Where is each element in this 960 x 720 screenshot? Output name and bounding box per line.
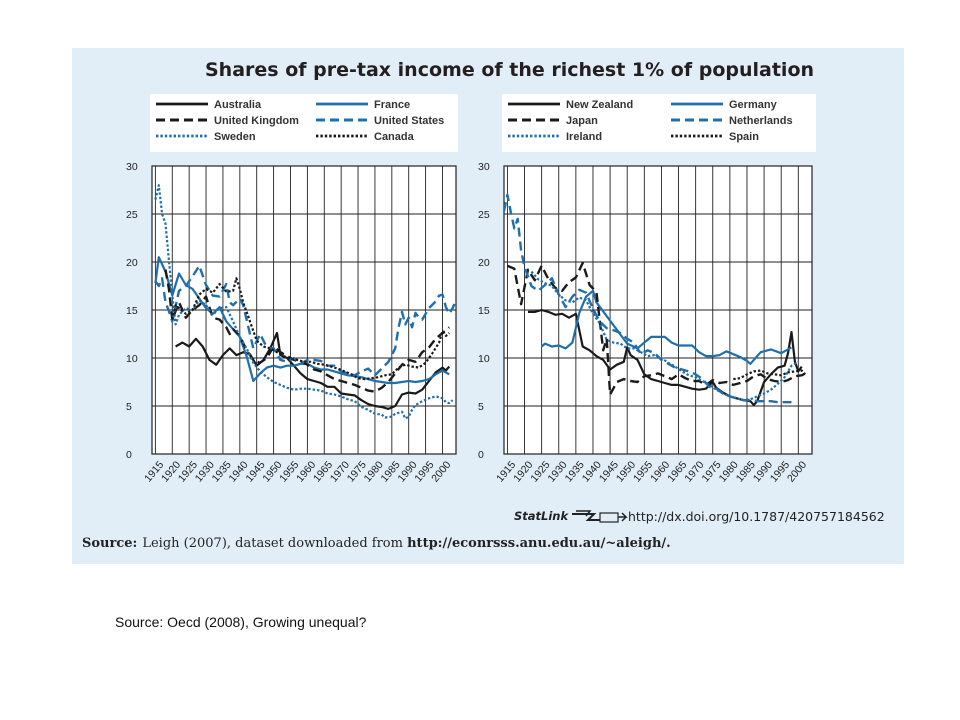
y-tick-label: 5 (126, 401, 132, 413)
statlink-url: http://dx.doi.org/10.1787/420757184562 (628, 509, 885, 524)
series-line-canada (171, 277, 450, 381)
series-line-australia (175, 331, 451, 410)
y-tick-label: 30 (478, 161, 490, 173)
series-line-netherlands (504, 193, 792, 404)
y-tick-label: 20 (478, 257, 490, 269)
statlink-logo (572, 510, 628, 523)
legend-right: New Zealand Germany Japan Netherlands Irelan… (502, 94, 816, 152)
legend-label-united-kingdom: United Kingdom (214, 115, 299, 127)
series-line-sweden (154, 184, 454, 420)
legend-label-new-zealand: New Zealand (566, 99, 633, 111)
y-tick-label: 0 (126, 449, 132, 461)
y-tick-label: 25 (478, 209, 490, 221)
x-tick-label: 2000 (429, 459, 453, 485)
source-label: Source: (82, 536, 137, 551)
legend-label-australia: Australia (214, 99, 262, 111)
y-tick-label: 15 (126, 305, 138, 317)
legend-left: Australia France United Kingdom United Stat… (150, 94, 458, 152)
y-tick-label: 30 (126, 161, 138, 173)
series-line-new-zealand (528, 308, 803, 407)
series-line-germany (540, 289, 793, 365)
plot-frame (503, 165, 813, 455)
legend-label-germany: Germany (729, 99, 778, 111)
figure-svg: Shares of pre-tax income of the richest … (82, 59, 885, 551)
legend-label-france: France (374, 99, 410, 111)
legend-label-spain: Spain (729, 131, 759, 143)
series-line-united-states (154, 264, 456, 377)
series-line-ireland (530, 270, 799, 402)
chart-right: 0510152025301915192019251930193519401945… (478, 161, 813, 485)
chart-title: Shares of pre-tax income of the richest … (205, 59, 814, 81)
y-tick-label: 0 (478, 449, 484, 461)
statlink-label: StatLink (514, 509, 569, 523)
legend-label-ireland: Ireland (566, 131, 602, 143)
statlink[interactable]: StatLink http://dx.doi.org/10.1787/42075… (514, 509, 885, 524)
x-tick-label: 2000 (785, 459, 809, 485)
y-tick-label: 5 (478, 401, 484, 413)
legend-label-japan: Japan (566, 115, 598, 127)
source-text: Source: Leigh (2007), dataset downloaded … (82, 536, 671, 551)
source-url: http://econrsss.anu.edu.au/~aleigh/. (407, 536, 671, 551)
y-tick-label: 10 (478, 353, 490, 365)
y-tick-label: 10 (126, 353, 138, 365)
series-line-spain (733, 369, 807, 381)
chart-left: 0510152025301915192019251930193519401945… (126, 161, 457, 485)
y-tick-label: 15 (478, 305, 490, 317)
source-citation: Leigh (2007), dataset downloaded from (142, 536, 407, 551)
y-tick-label: 20 (126, 257, 138, 269)
figure-panel: Shares of pre-tax income of the richest … (72, 48, 904, 564)
y-tick-label: 25 (126, 209, 138, 221)
footer-source-note: Source: Oecd (2008), Growing unequal? (115, 614, 367, 630)
source-line: Source: Leigh (2007), dataset downloaded … (82, 536, 671, 551)
plot-frame (151, 165, 457, 455)
legend-label-netherlands: Netherlands (729, 115, 793, 127)
legend-label-sweden: Sweden (214, 131, 256, 143)
legend-label-united-states: United States (374, 115, 444, 127)
legend-label-canada: Canada (374, 131, 415, 143)
